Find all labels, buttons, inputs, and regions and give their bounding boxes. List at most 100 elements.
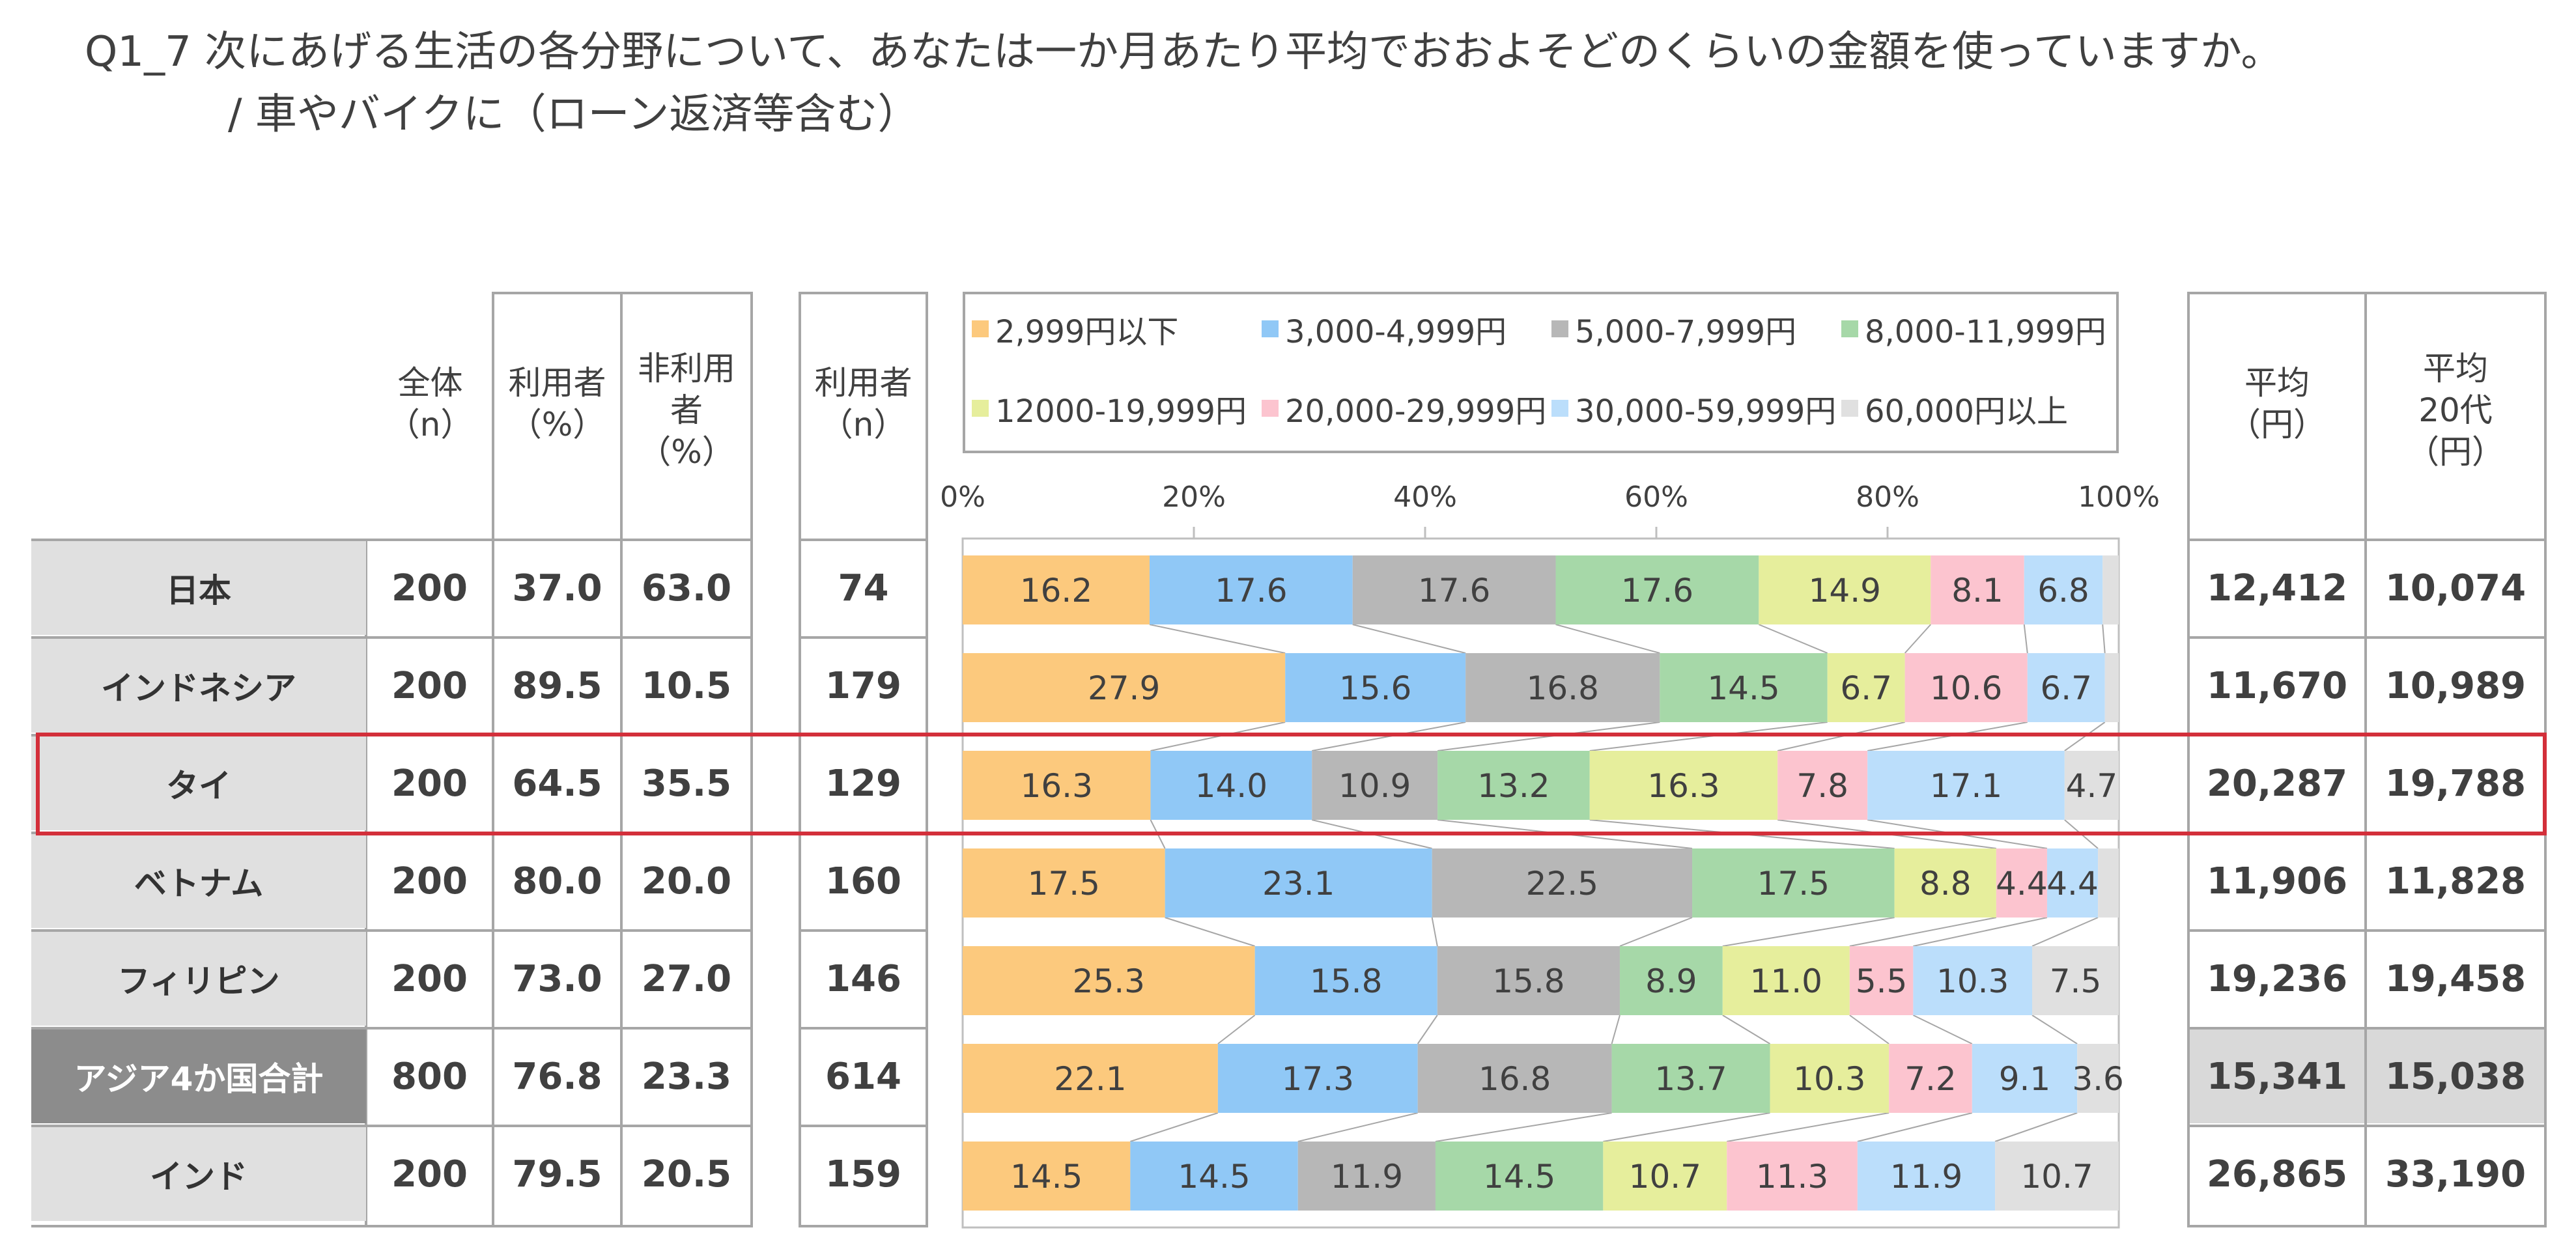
cell-total-n: 800: [391, 1055, 468, 1098]
bar-segment: [1312, 751, 1438, 820]
cell-user-n: 74: [838, 567, 889, 609]
cell-nonuser-pct: 23.3: [641, 1055, 732, 1098]
cell-avg: 11,670: [2206, 664, 2348, 707]
series-connector-line: [1217, 1015, 1256, 1044]
row-divider: [2187, 539, 2547, 541]
bar-value-label: 6.7: [2040, 669, 2092, 707]
cell-user-n: 146: [825, 957, 901, 1000]
cell-user-n: 129: [825, 762, 901, 805]
x-tick-label: 20%: [1162, 481, 1226, 514]
bar-segment: [963, 848, 1165, 918]
bar-value-label: 10.3: [1936, 962, 2009, 1000]
bar-value-label: 22.1: [1054, 1060, 1126, 1098]
series-connector-line: [1431, 917, 1438, 947]
bar-segment: [2104, 653, 2119, 722]
cell-user-pct: 37.0: [512, 567, 602, 609]
bar-value-label: 16.3: [1647, 767, 1720, 805]
bar-value-label: 4.4: [2046, 865, 2099, 903]
cell-total-n: 200: [391, 664, 468, 707]
cell-user-n: 179: [825, 664, 901, 707]
bar-value-label: 7.5: [2050, 962, 2102, 1000]
bar-segment: [1660, 653, 1828, 722]
bar-segment: [1867, 751, 2065, 820]
x-tick-label: 60%: [1624, 481, 1688, 514]
bar-value-label: 15.6: [1339, 669, 1411, 707]
series-connector-line: [1437, 722, 1660, 751]
cell-nonuser-pct: 35.5: [641, 762, 732, 805]
bar-value-label: 17.5: [1757, 865, 1830, 903]
row-label-india: インド: [31, 1127, 366, 1221]
bar-value-label: 6.8: [2037, 572, 2089, 609]
series-connector-line: [1857, 1112, 1973, 1142]
bar-segment: [963, 946, 1255, 1015]
bar-segment: [1996, 848, 2047, 918]
bar-value-label: 15.8: [1310, 962, 1382, 1000]
title-line-2: / 車やバイクに（ローン返済等含む）: [228, 91, 920, 139]
legend-swatch: [1551, 400, 1568, 417]
cell-total-n: 200: [391, 1153, 468, 1196]
row-label-indonesia: インドネシア: [31, 639, 366, 733]
title-line-1: Q1_7 次にあげる生活の各分野について、あなたは一か月あたり平均でおおよそどの…: [85, 28, 2283, 76]
series-connector-line: [2064, 722, 2106, 751]
header-avg: 平均 （円）: [2228, 364, 2326, 443]
x-tick-label: 40%: [1393, 481, 1457, 514]
col-divider: [620, 292, 623, 1227]
cell-user-n: 614: [825, 1055, 901, 1098]
series-connector-line: [1417, 1015, 1438, 1044]
cell-avg: 19,236: [2206, 957, 2348, 1000]
cell-nonuser-pct: 10.5: [641, 664, 732, 707]
series-connector-line: [1150, 722, 1286, 751]
legend-swatch: [1551, 320, 1568, 337]
series-connector-line: [1912, 1015, 1973, 1044]
row-divider: [799, 1027, 928, 1030]
row-label-philippines: フィリピン: [31, 932, 366, 1026]
series-connector-line: [1913, 917, 2048, 947]
legend-swatch: [1841, 400, 1858, 417]
cell-user-n: 160: [825, 860, 901, 903]
bar-value-label: 8.9: [1645, 962, 1697, 1000]
legend-label: 3,000-4,999円: [1285, 314, 1507, 350]
page-title: Q1_7 次にあげる生活の各分野について、あなたは一か月あたり平均でおおよそどの…: [85, 21, 2283, 146]
row-label-japan: 日本: [31, 541, 366, 635]
series-connector-line: [1149, 624, 1286, 654]
col-divider: [365, 539, 367, 1227]
bar-value-label: 4.4: [1996, 865, 2048, 903]
cell-total-n: 200: [391, 860, 468, 903]
row-label-vietnam: ベトナム: [31, 834, 366, 928]
legend-label: 30,000-59,999円: [1575, 393, 1837, 430]
bar-segment: [1285, 653, 1466, 722]
cell-nonuser-pct: 27.0: [641, 957, 732, 1000]
bar-value-label: 11.9: [1331, 1158, 1403, 1196]
bar-value-label: 7.8: [1796, 767, 1848, 805]
header-user-pct: 利用者 （%）: [508, 364, 606, 443]
bar-value-label: 22.5: [1526, 865, 1598, 903]
row-divider: [31, 929, 753, 932]
series-connector-line: [2102, 624, 2106, 654]
row-divider: [31, 636, 753, 639]
bar-segment: [1149, 555, 1353, 624]
row-divider: [2187, 929, 2547, 932]
bar-value-label: 17.6: [1215, 572, 1287, 609]
legend-item: 60,000円以上: [1841, 385, 2068, 431]
bar-value-label: 10.3: [1793, 1060, 1865, 1098]
x-tick-label: 100%: [2078, 481, 2160, 514]
series-connector-line: [2031, 1015, 2078, 1044]
series-connector-line: [1727, 1112, 1890, 1142]
series-connector-line: [1589, 722, 1828, 751]
bar-value-label: 14.5: [1707, 669, 1779, 707]
bar-segment: [1777, 751, 1868, 820]
table-frame-main: [31, 539, 752, 1227]
bar-segment: [1770, 1044, 1890, 1113]
bar-segment: [1437, 946, 1620, 1015]
header-avg20: 平均 20代 （円）: [2407, 350, 2504, 471]
cell-user-pct: 76.8: [512, 1055, 602, 1098]
col-divider: [2364, 292, 2367, 1227]
cell-avg20: 19,458: [2385, 957, 2526, 1000]
bar-segment: [1857, 1142, 1996, 1211]
cell-total-n: 200: [391, 567, 468, 609]
legend-swatch: [1262, 400, 1279, 417]
legend-item: 12000-19,999円: [972, 385, 1247, 431]
bar-value-label: 11.3: [1756, 1158, 1828, 1196]
bar-value-label: 16.8: [1479, 1060, 1551, 1098]
bar-value-label: 16.8: [1527, 669, 1599, 707]
